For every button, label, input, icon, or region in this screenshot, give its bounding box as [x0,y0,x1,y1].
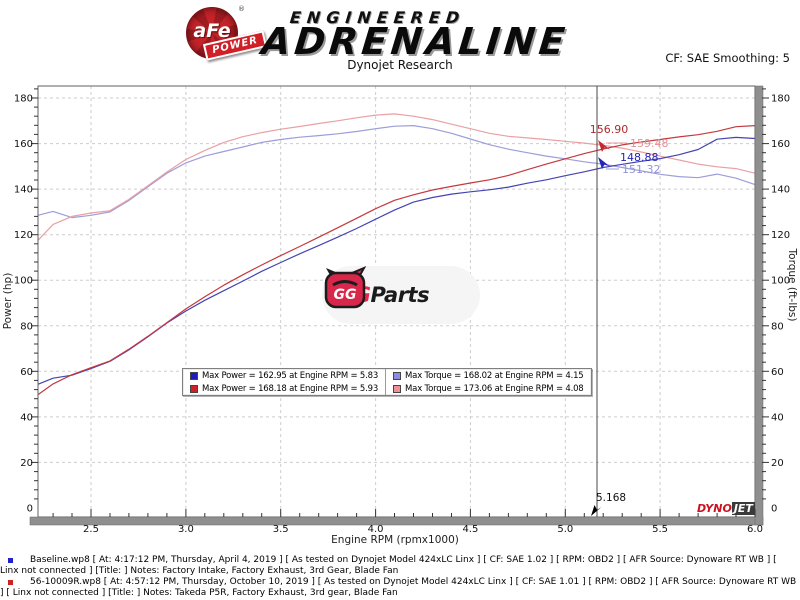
svg-text:180: 180 [771,94,790,105]
legend-label: Max Power = 168.18 at Engine RPM = 5.93 [202,383,379,394]
svg-text:40: 40 [771,412,784,423]
svg-text:140: 140 [771,185,790,196]
logo-adrenaline: ADRENALINE [259,20,571,63]
svg-text:4.5: 4.5 [462,524,478,535]
svg-text:160: 160 [14,139,33,150]
legend-item-torque-afe: Max Torque = 173.06 at Engine RPM = 4.08 [385,382,590,395]
axis-ticks [31,88,769,517]
svg-text:20: 20 [20,458,33,469]
svg-text:6.0: 6.0 [747,524,763,535]
svg-text:80: 80 [771,321,784,332]
cursor-value-torque-baseline: 151.32 [622,163,661,176]
footnote-text: Baseline.wp8 [ At: 4:17:12 PM, Thursday,… [0,555,777,576]
svg-text:2.5: 2.5 [83,524,99,535]
svg-text:60: 60 [20,367,33,378]
footnote-text: 56-10009R.wp8 [ At: 4:57:12 PM, Thursday… [0,577,797,598]
cursor-marker-red-arrow-icon [598,140,610,152]
svg-text:3.5: 3.5 [273,524,289,535]
legend-label: Max Torque = 173.06 at Engine RPM = 4.08 [405,383,584,394]
footnote-bullet-afe-icon [8,580,13,585]
legend-item-power-afe: Max Power = 168.18 at Engine RPM = 5.93 [183,382,385,395]
ggparts-mascot-icon: GG [324,266,367,309]
dyno-curves [37,113,756,396]
svg-text:160: 160 [771,139,790,150]
cursor-rpm-label: 5.168 [596,492,626,504]
dynojet-logo: DYNO JET [697,502,755,515]
legend-swatch-power-baseline-icon [190,371,198,380]
legend-box: Max Power = 162.95 at Engine RPM = 5.83 … [182,368,592,396]
svg-text:60: 60 [771,367,784,378]
axis-tick-labels: 0 0 20 20 40 40 60 60 80 80 100 100 120 120 140 140 160 1… [14,94,790,536]
legend-label: Max Torque = 168.02 at Engine RPM = 4.15 [405,370,584,381]
svg-text:40: 40 [20,412,33,423]
svg-text:3.0: 3.0 [178,524,194,535]
afe-logo-text: aFe [193,20,231,42]
x-axis-title: Engine RPM (rpmx1000) [331,534,459,546]
legend-item-torque-baseline: Max Torque = 168.02 at Engine RPM = 4.15 [385,369,590,382]
svg-text:80: 80 [20,321,33,332]
left-axis-title: Power (hp) [2,273,14,330]
svg-text:100: 100 [14,276,33,287]
cursor-drag-arrow-icon[interactable] [591,505,602,516]
svg-text:140: 140 [14,185,33,196]
footnotes: Baseline.wp8 [ At: 4:17:12 PM, Thursday,… [0,555,798,599]
svg-text:20: 20 [771,458,784,469]
legend-swatch-power-afe-icon [190,384,198,393]
footnote-baseline-run: Baseline.wp8 [ At: 4:17:12 PM, Thursday,… [0,555,798,576]
svg-text:0: 0 [27,504,33,515]
right-axis-bar[interactable] [754,85,764,526]
svg-text:120: 120 [771,230,790,241]
footnote-afe-run: 56-10009R.wp8 [ At: 4:57:12 PM, Thursday… [0,577,798,598]
right-axis-title: Torque (ft-lbs) [786,248,798,322]
curve-torque-baseline [37,124,756,219]
svg-text:0: 0 [771,504,777,515]
header: aFe ® POWER ENGINEERED ADRENALINE Dynoje… [0,0,800,80]
cursor-marker-blue-arrow-icon [598,157,610,169]
svg-text:180: 180 [14,94,33,105]
curve-power-afe [37,125,756,396]
legend-swatch-torque-afe-icon [393,384,402,393]
legend-item-power-baseline: Max Power = 162.95 at Engine RPM = 5.83 [183,369,385,382]
svg-text:100: 100 [771,276,790,287]
cursor-value-power-afe: 156.90 [590,123,629,136]
svg-text:120: 120 [14,230,33,241]
footnote-bullet-baseline-icon [8,558,13,563]
smoothing-setting: CF: SAE Smoothing: 5 [665,51,790,65]
svg-text:5.5: 5.5 [652,524,668,535]
cursor-value-power-baseline: 148.88 [620,151,659,164]
svg-text:5.0: 5.0 [557,524,573,535]
legend-label: Max Power = 162.95 at Engine RPM = 5.83 [202,370,379,381]
svg-text:4.0: 4.0 [368,524,384,535]
chart-title: Dynojet Research [347,58,453,72]
cursor-value-torque-afe: 159.48 [630,137,669,150]
registered-mark: ® [238,5,245,13]
legend-swatch-torque-baseline-icon [393,371,402,380]
cursor[interactable]: 156.90 159.48 148.88 151.32 5.168 [590,86,669,517]
svg-text:GG: GG [334,287,357,303]
curve-torque-afe [37,113,756,241]
